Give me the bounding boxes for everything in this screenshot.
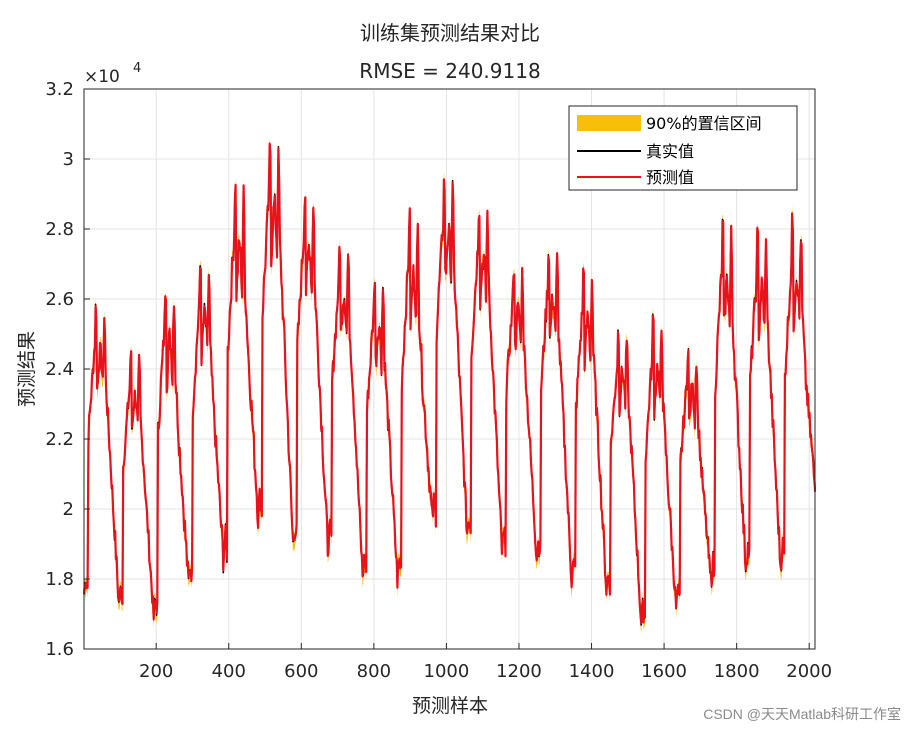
legend-label-pred: 预测值: [646, 168, 694, 187]
x-tick-label: 2000: [786, 661, 832, 682]
x-tick-label: 600: [284, 661, 318, 682]
y-axis-ticks: 1.6 1.8 2 2.2 2.4 2.6 2.8 3 3.2: [45, 79, 90, 660]
y-tick-label: 3: [63, 149, 74, 170]
legend-label-band: 90%的置信区间: [646, 114, 762, 133]
x-tick-label: 400: [212, 661, 246, 682]
exponent-base: ×10: [84, 67, 120, 87]
x-tick-label: 1000: [424, 661, 470, 682]
exponent-label: ×10 4: [84, 61, 141, 87]
exponent-power: 4: [133, 61, 141, 76]
x-tick-label: 200: [139, 661, 173, 682]
legend: 90%的置信区间 真实值 预测值: [568, 105, 798, 191]
chart-subtitle: RMSE = 240.9118: [359, 59, 540, 83]
legend-label-true: 真实值: [646, 142, 694, 161]
x-tick-label: 1600: [641, 661, 687, 682]
watermark: CSDN @天天Matlab科研工作室: [703, 706, 901, 722]
y-tick-label: 1.6: [45, 639, 74, 660]
y-tick-label: 2.6: [45, 289, 74, 310]
x-tick-label: 1400: [569, 661, 615, 682]
y-tick-label: 2: [63, 499, 74, 520]
x-tick-label: 1200: [496, 661, 542, 682]
x-tick-label: 800: [357, 661, 391, 682]
y-tick-label: 2.4: [45, 359, 74, 380]
chart-title: 训练集预测结果对比: [360, 21, 540, 45]
predicted-value-series: [82, 142, 817, 625]
x-tick-label: 1800: [714, 661, 760, 682]
y-tick-label: 3.2: [45, 79, 74, 100]
y-tick-label: 1.8: [45, 569, 74, 590]
y-tick-label: 2.8: [45, 219, 74, 240]
predicted-value-line: [82, 142, 817, 625]
y-axis-label: 预测结果: [16, 331, 38, 407]
y-tick-label: 2.2: [45, 429, 74, 450]
legend-swatch-band: [577, 115, 641, 131]
x-axis-label: 预测样本: [412, 695, 488, 717]
x-axis-ticks: 200 400 600 800 1000 1200 1400 1600 1800 2000: [139, 643, 832, 682]
